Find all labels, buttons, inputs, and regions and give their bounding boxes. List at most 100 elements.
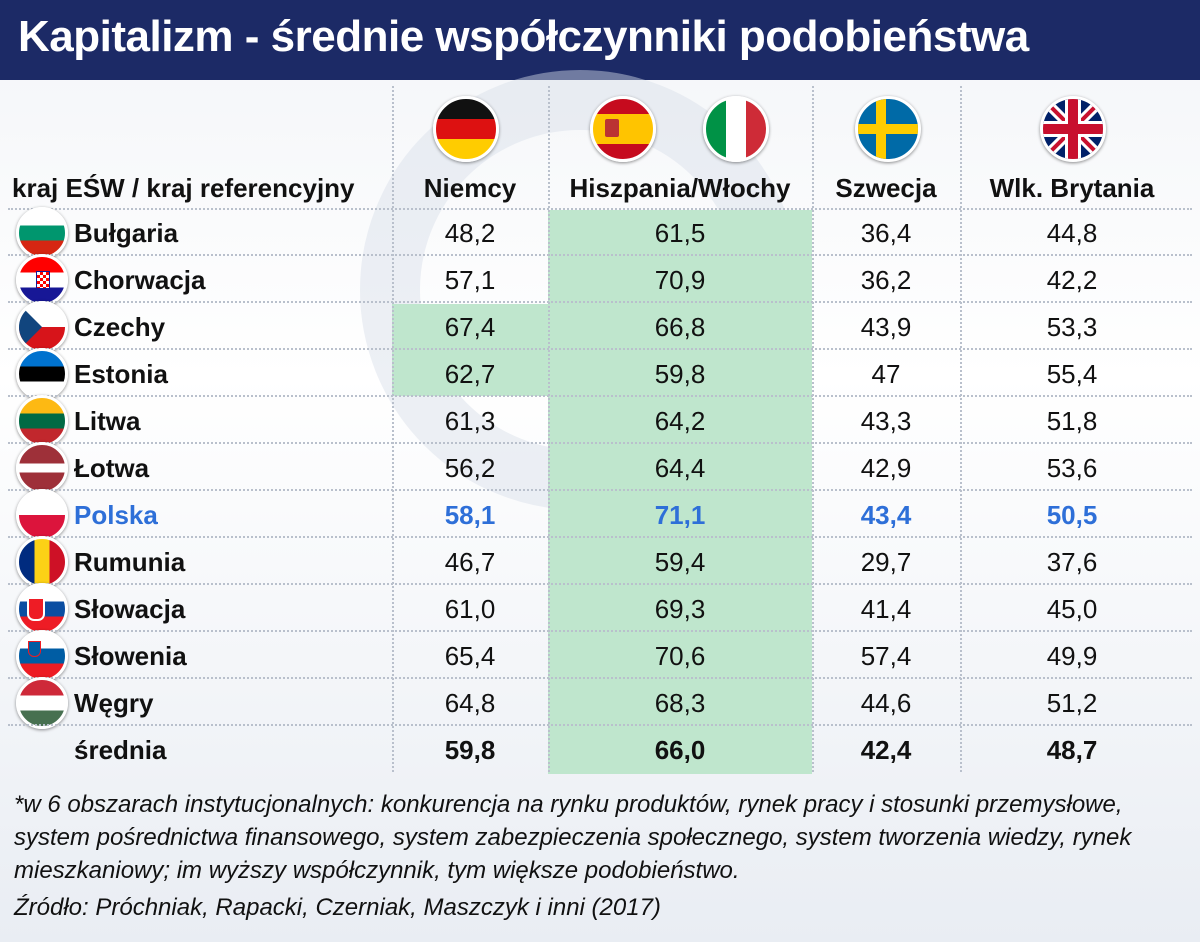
- country-name: Słowenia: [74, 641, 187, 671]
- cell-szwecja: 36,2: [860, 265, 912, 295]
- cell-niemcy: 61,3: [444, 406, 496, 436]
- cell-hiszpania-wlochy: 66,0: [654, 735, 706, 765]
- table-row-slowenia: Słowenia 65,4 70,6 57,4 49,9: [0, 630, 1200, 682]
- flag-slovenia-icon: [16, 630, 68, 682]
- cell-hiszpania-wlochy: 70,9: [654, 265, 706, 295]
- cell-niemcy: 61,0: [444, 594, 496, 624]
- cell-wlk-brytania: 50,5: [1046, 500, 1098, 530]
- footnote-line: *w 6 obszarach instytucjonalnych: konkur…: [14, 791, 1123, 818]
- cell-szwecja: 42,9: [860, 453, 912, 483]
- cell-wlk-brytania: 51,8: [1046, 406, 1098, 436]
- source-line: Źródło: Próchniak, Rapacki, Czerniak, Ma…: [14, 894, 661, 921]
- cell-hiszpania-wlochy: 59,4: [654, 547, 706, 577]
- cell-szwecja: 42,4: [860, 735, 912, 765]
- table-row-rumunia: Rumunia 46,7 59,4 29,7 37,6: [0, 536, 1200, 588]
- flag-slovakia-icon: [16, 583, 68, 635]
- country-name: Polska: [74, 500, 158, 530]
- flag-estonia-icon: [16, 348, 68, 400]
- flag-italy-icon: [703, 96, 769, 162]
- row-separator: [8, 442, 1192, 444]
- table-row-srednia: średnia 59,8 66,0 42,4 48,7: [0, 727, 1200, 773]
- row-separator: [8, 630, 1192, 632]
- flag-sweden-icon: [855, 96, 921, 162]
- header-niemcy: Niemcy: [423, 173, 517, 203]
- flag-czechia-icon: [16, 301, 68, 353]
- row-separator: [8, 724, 1192, 726]
- country-name: Czechy: [74, 312, 166, 342]
- cell-niemcy: 56,2: [444, 453, 496, 483]
- row-separator: [8, 254, 1192, 256]
- cell-wlk-brytania: 53,6: [1046, 453, 1098, 483]
- cell-wlk-brytania: 55,4: [1046, 359, 1098, 389]
- cell-hiszpania-wlochy: 66,8: [654, 312, 706, 342]
- cell-wlk-brytania: 42,2: [1046, 265, 1098, 295]
- header-hiszpania-wlochy: Hiszpania/Włochy: [569, 173, 791, 203]
- cell-wlk-brytania: 45,0: [1046, 594, 1098, 624]
- cell-szwecja: 29,7: [860, 547, 912, 577]
- cell-szwecja: 36,4: [860, 218, 912, 248]
- row-separator: [8, 348, 1192, 350]
- flag-latvia-icon: [16, 442, 68, 494]
- cell-niemcy: 65,4: [444, 641, 496, 671]
- highlight-column-spain-italy: [548, 210, 812, 774]
- cell-niemcy: 64,8: [444, 688, 496, 718]
- country-name: Węgry: [74, 688, 154, 718]
- header-wlk-brytania: Wlk. Brytania: [989, 173, 1155, 203]
- column-separator: [392, 86, 394, 772]
- country-name: Słowacja: [74, 594, 186, 624]
- footnote-line: mieszkaniowy; im wyższy współczynnik, ty…: [14, 857, 740, 884]
- row-separator: [8, 395, 1192, 397]
- cell-hiszpania-wlochy: 59,8: [654, 359, 706, 389]
- flag-spain-icon: [590, 96, 656, 162]
- cell-szwecja: 41,4: [860, 594, 912, 624]
- country-name: Łotwa: [74, 453, 150, 483]
- country-name: Litwa: [74, 406, 141, 436]
- country-name: Rumunia: [74, 547, 186, 577]
- cell-wlk-brytania: 53,3: [1046, 312, 1098, 342]
- flag-bulgaria-icon: [16, 207, 68, 259]
- table-row-estonia: Estonia 62,7 59,8 47 55,4: [0, 348, 1200, 400]
- flag-hungary-icon: [16, 677, 68, 729]
- cell-szwecja: 43,3: [860, 406, 912, 436]
- cell-wlk-brytania: 48,7: [1046, 735, 1098, 765]
- cell-niemcy: 59,8: [444, 735, 496, 765]
- cell-niemcy: 67,4: [444, 312, 496, 342]
- highlight-czechy-estonia-niemcy: [392, 304, 548, 396]
- table-row-polska: Polska 58,1 71,1 43,4 50,5: [0, 489, 1200, 541]
- cell-hiszpania-wlochy: 61,5: [654, 218, 706, 248]
- header-separator: [8, 208, 1192, 210]
- country-name: Chorwacja: [74, 265, 206, 295]
- flag-uk-icon: [1040, 96, 1106, 162]
- cell-hiszpania-wlochy: 69,3: [654, 594, 706, 624]
- cell-hiszpania-wlochy: 64,2: [654, 406, 706, 436]
- cell-szwecja: 43,4: [860, 500, 912, 530]
- row-separator: [8, 583, 1192, 585]
- table-row-bulgaria: Bułgaria 48,2 61,5 36,4 44,8: [0, 207, 1200, 259]
- flag-croatia-icon: [16, 254, 68, 306]
- row-separator: [8, 301, 1192, 303]
- header-szwecja: Szwecja: [835, 173, 937, 203]
- flag-romania-icon: [16, 536, 68, 588]
- row-separator: [8, 536, 1192, 538]
- cell-wlk-brytania: 37,6: [1046, 547, 1098, 577]
- cell-szwecja: 44,6: [860, 688, 912, 718]
- cell-wlk-brytania: 44,8: [1046, 218, 1098, 248]
- table-row-czechy: Czechy 67,4 66,8 43,9 53,3: [0, 301, 1200, 353]
- flag-germany-icon: [433, 96, 499, 162]
- cell-szwecja: 47: [871, 359, 901, 389]
- cell-niemcy: 58,1: [444, 500, 496, 530]
- page-title: Kapitalizm - średnie współczynniki podob…: [18, 12, 1029, 61]
- cell-szwecja: 57,4: [860, 641, 912, 671]
- cell-hiszpania-wlochy: 70,6: [654, 641, 706, 671]
- cell-wlk-brytania: 49,9: [1046, 641, 1098, 671]
- table-row-wegry: Węgry 64,8 68,3 44,6 51,2: [0, 677, 1200, 729]
- table-row-chorwacja: Chorwacja 57,1 70,9 36,2 42,2: [0, 254, 1200, 306]
- table-row-lotwa: Łotwa 56,2 64,4 42,9 53,6: [0, 442, 1200, 494]
- table-row-litwa: Litwa 61,3 64,2 43,3 51,8: [0, 395, 1200, 447]
- country-name: Bułgaria: [74, 218, 179, 248]
- column-separator: [548, 86, 550, 772]
- cell-niemcy: 57,1: [444, 265, 496, 295]
- flag-lithuania-icon: [16, 395, 68, 447]
- header-row-label: kraj EŚW / kraj referencyjny: [12, 173, 355, 203]
- country-name: Estonia: [74, 359, 168, 389]
